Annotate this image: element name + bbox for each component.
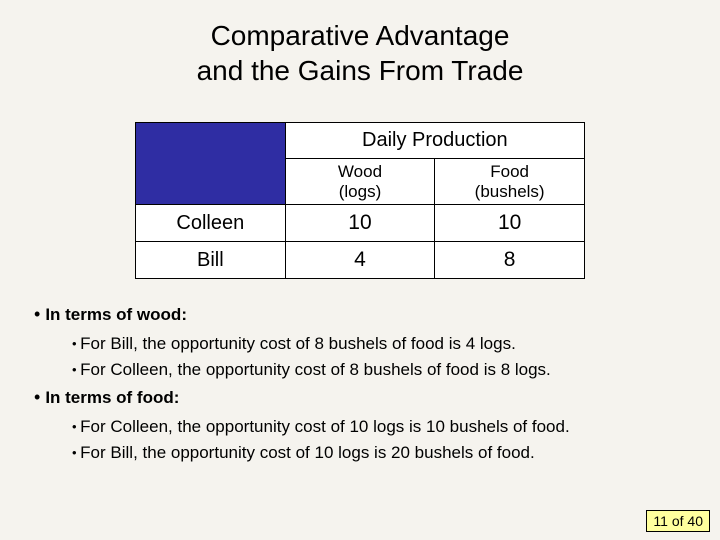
row-label-bill: Bill xyxy=(136,242,286,279)
table-row: Bill 4 8 xyxy=(136,242,585,279)
bullet-list: In terms of wood: For Bill, the opportun… xyxy=(34,301,720,466)
title-line2: and the Gains From Trade xyxy=(197,55,524,86)
title-line1: Comparative Advantage xyxy=(211,20,510,51)
cell-bill-food: 8 xyxy=(435,242,585,279)
row-label-colleen: Colleen xyxy=(136,205,286,242)
cell-colleen-food: 10 xyxy=(435,205,585,242)
bullet-item: For Colleen, the opportunity cost of 8 b… xyxy=(72,357,720,383)
production-table: Daily Production Wood(logs) Food(bushels… xyxy=(135,122,585,279)
page-counter: 11 of 40 xyxy=(646,510,710,532)
slide-title: Comparative Advantage and the Gains From… xyxy=(0,0,720,88)
col-header-wood: Wood(logs) xyxy=(285,159,435,205)
page-current: 11 xyxy=(653,513,668,529)
bullet-heading-wood: In terms of wood: xyxy=(34,301,720,329)
page-sep: of xyxy=(668,513,687,529)
cell-colleen-wood: 10 xyxy=(285,205,435,242)
bullet-item: For Bill, the opportunity cost of 10 log… xyxy=(72,440,720,466)
col-header-food: Food(bushels) xyxy=(435,159,585,205)
table-row: Colleen 10 10 xyxy=(136,205,585,242)
table-header-span: Daily Production xyxy=(285,123,584,159)
bullet-item: For Colleen, the opportunity cost of 10 … xyxy=(72,414,720,440)
bullet-item: For Bill, the opportunity cost of 8 bush… xyxy=(72,331,720,357)
cell-bill-wood: 4 xyxy=(285,242,435,279)
page-total: 40 xyxy=(687,513,703,529)
bullet-heading-food: In terms of food: xyxy=(34,384,720,412)
